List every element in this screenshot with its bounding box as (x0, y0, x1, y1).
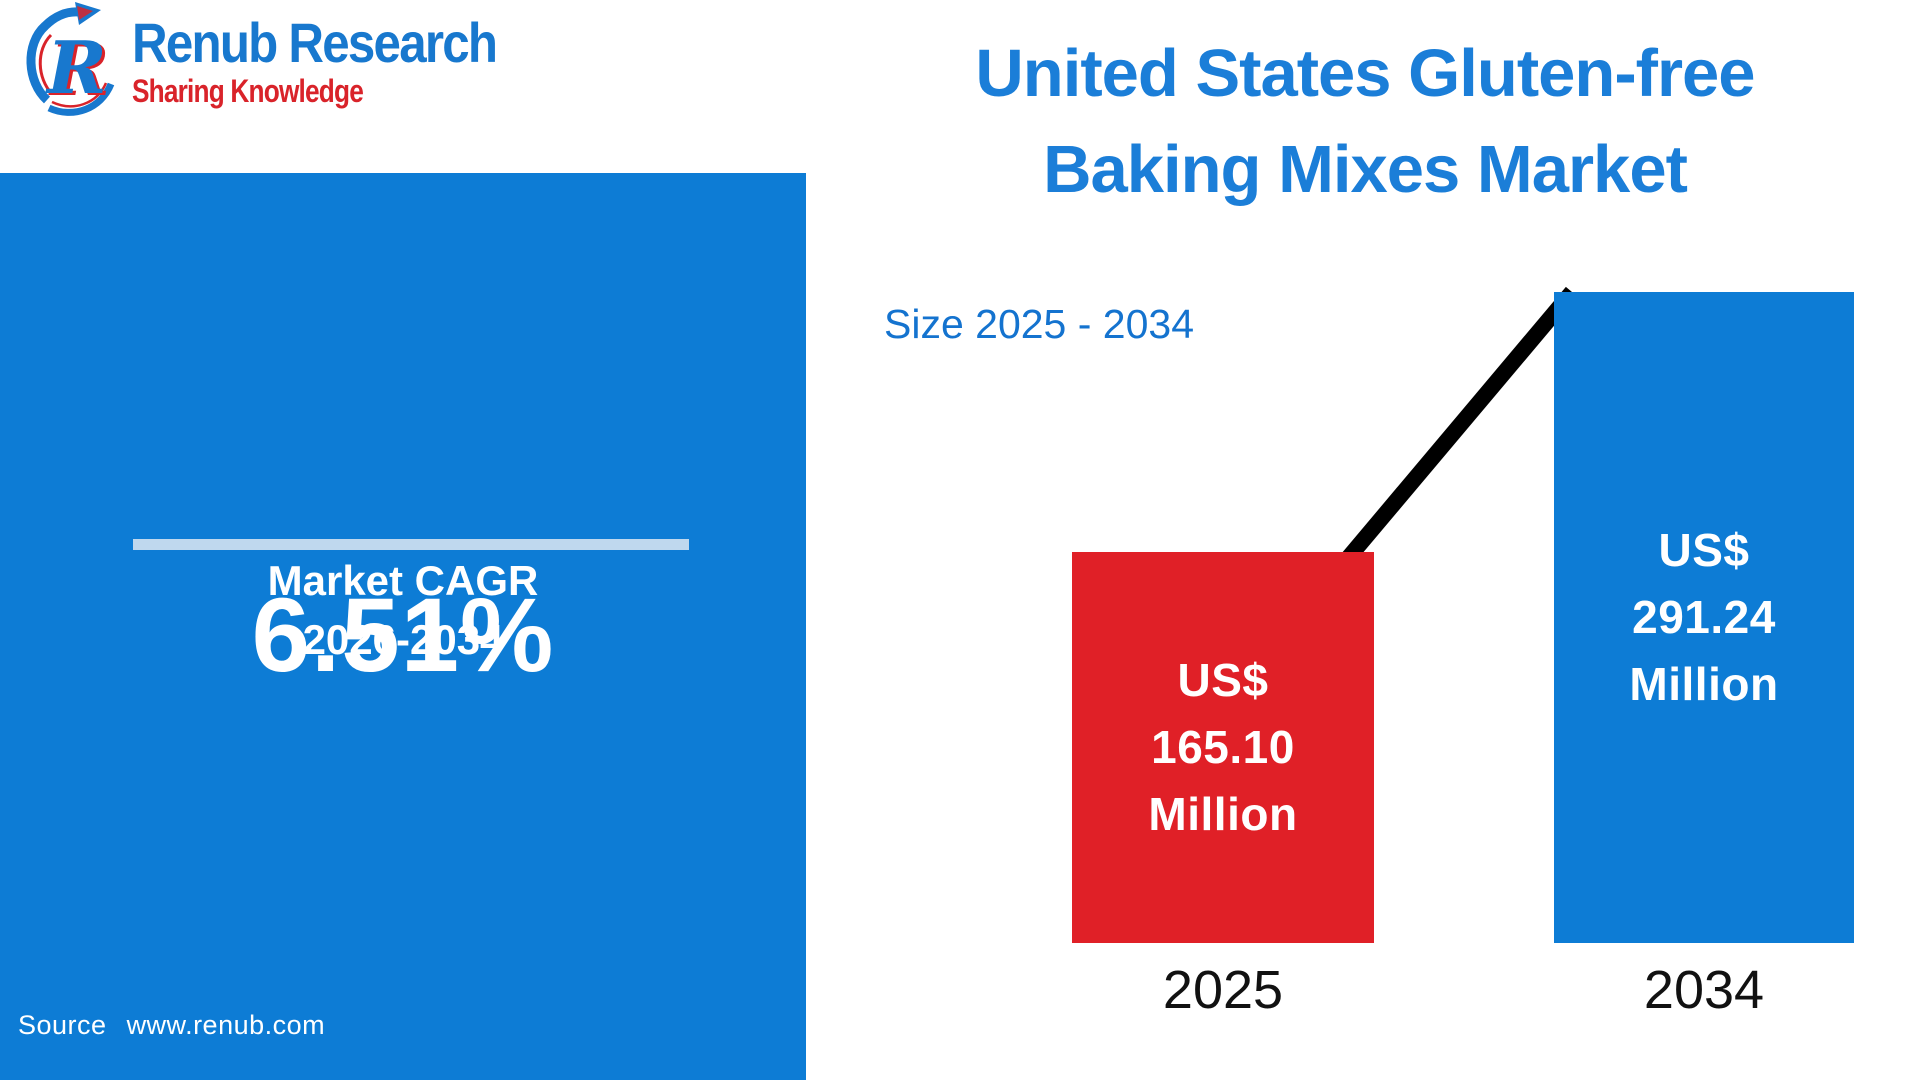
page-title-line2: Baking Mixes Market (1043, 132, 1688, 207)
cagr-divider-line (133, 539, 689, 550)
axis-label-2025: 2025 (1162, 960, 1284, 1020)
bar-2034-label-currency: US$ (1658, 524, 1750, 576)
bar-2034: US$ 291.24 Million (1554, 292, 1854, 943)
source-line: Source www.renub.com (18, 1009, 325, 1041)
page-title: United States Gluten-free Baking Mixes M… (810, 26, 1920, 218)
axis-label-2034: 2034 (1643, 960, 1765, 1020)
bar-2025-label-currency: US$ (1177, 654, 1269, 706)
svg-text:R: R (45, 25, 107, 110)
chart-subtitle: Size 2025 - 2034 (884, 301, 1195, 347)
cagr-period: 2026-2034 (302, 616, 504, 663)
bar-2025-label-value: 165.10 (1151, 721, 1295, 773)
bar-2034-label-unit: Million (1629, 658, 1779, 710)
bar-2025: US$ 165.10 Million (1072, 552, 1374, 943)
logo-brand-name: Renub Research (132, 11, 498, 74)
cagr-value: 6.51% (251, 577, 555, 694)
logo-text: Renub Research Sharing Knowledge (132, 2, 546, 108)
source-url: www.renub.com (126, 1010, 326, 1040)
cagr-label: Market CAGR (267, 557, 539, 604)
logo-tagline: Sharing Knowledge (132, 72, 364, 109)
renub-logo: R R Renub Research Sharing Knowledge (20, 2, 546, 120)
source-label: Source (18, 1010, 107, 1040)
bar-2034-label-value: 291.24 (1632, 591, 1776, 643)
svg-text:R: R (48, 27, 110, 112)
page-title-line1: United States Gluten-free (975, 36, 1755, 111)
cagr-panel: 6.51% Market CAGR 2026-2034 Source www.re… (0, 173, 806, 1080)
renub-logo-icon: R R (26, 2, 115, 116)
bar-2025-label-unit: Million (1148, 788, 1298, 840)
